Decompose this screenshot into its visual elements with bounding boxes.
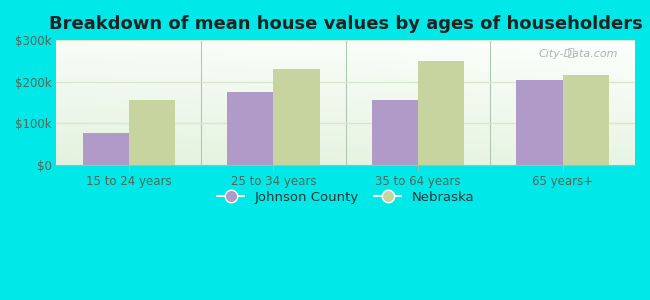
Bar [129,100,175,165]
Bar [516,80,563,165]
Bar [83,134,129,165]
Title: Breakdown of mean house values by ages of householders: Breakdown of mean house values by ages o… [49,15,643,33]
Bar [418,61,464,165]
Bar [274,69,320,165]
Text: ⓘ: ⓘ [567,48,574,58]
Text: City-Data.com: City-Data.com [538,49,617,59]
Legend: Johnson County, Nebraska: Johnson County, Nebraska [211,184,480,210]
Bar [563,75,609,165]
Bar [372,100,418,165]
Bar [227,92,274,165]
